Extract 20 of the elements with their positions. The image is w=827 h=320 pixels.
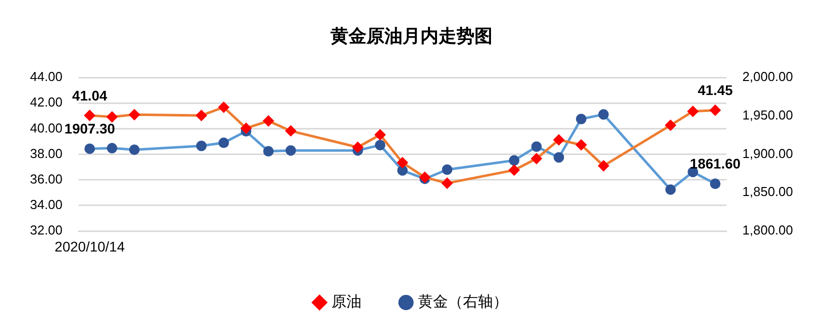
legend-label: 黄金（右轴）	[418, 294, 508, 311]
y2-tick-label: 1,850.00	[742, 184, 794, 200]
y-tick-label: 36.00	[30, 171, 63, 186]
y2-tick-label: 1,900.00	[742, 146, 794, 161]
y2-tick-label: 1,950.00	[742, 108, 794, 123]
legend-label: 原油	[332, 294, 362, 311]
y-tick-label: 34.00	[30, 197, 63, 212]
y2-tick-label: 2,000.00	[742, 69, 794, 84]
data-label: 41.45	[698, 82, 733, 98]
chart-title: 黄金原油月内走势图	[330, 26, 492, 46]
y-tick-label: 40.00	[30, 120, 63, 136]
y-tick-label: 44.00	[30, 69, 63, 84]
y-tick-label: 42.00	[30, 94, 63, 110]
data-label: 41.04	[72, 87, 108, 104]
y-tick-label: 38.00	[30, 146, 63, 161]
y2-tick-label: 1,800.00	[742, 222, 794, 238]
x-tick-label: 2020/10/14	[54, 238, 125, 254]
data-label: 1861.60	[690, 156, 741, 172]
y-tick-label: 32.00	[30, 222, 63, 238]
data-label: 1907.30	[64, 120, 116, 137]
